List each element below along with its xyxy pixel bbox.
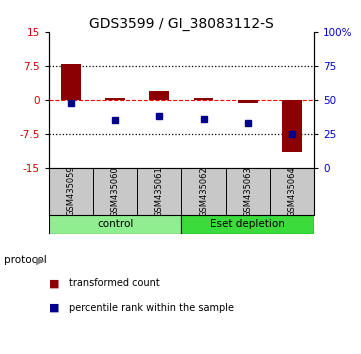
Text: protocol: protocol xyxy=(4,255,46,265)
Text: GSM435059: GSM435059 xyxy=(66,166,75,217)
Text: ■: ■ xyxy=(49,303,59,313)
Text: GSM435060: GSM435060 xyxy=(110,166,119,217)
Bar xyxy=(181,215,314,234)
Text: transformed count: transformed count xyxy=(69,278,159,288)
Text: GSM435061: GSM435061 xyxy=(155,166,164,217)
Bar xyxy=(61,64,81,100)
Text: percentile rank within the sample: percentile rank within the sample xyxy=(69,303,234,313)
Bar xyxy=(238,100,258,103)
Text: ▶: ▶ xyxy=(36,255,45,265)
Text: GSM435064: GSM435064 xyxy=(287,166,296,217)
Bar xyxy=(282,100,302,152)
Text: control: control xyxy=(97,219,133,229)
Bar xyxy=(105,98,125,100)
Text: GSM435062: GSM435062 xyxy=(199,166,208,217)
Bar xyxy=(149,91,169,100)
Text: GSM435063: GSM435063 xyxy=(243,166,252,217)
Title: GDS3599 / GI_38083112-S: GDS3599 / GI_38083112-S xyxy=(89,17,274,31)
Bar xyxy=(49,215,181,234)
Text: Eset depletion: Eset depletion xyxy=(210,219,285,229)
Text: ■: ■ xyxy=(49,278,59,288)
Bar xyxy=(193,98,213,100)
